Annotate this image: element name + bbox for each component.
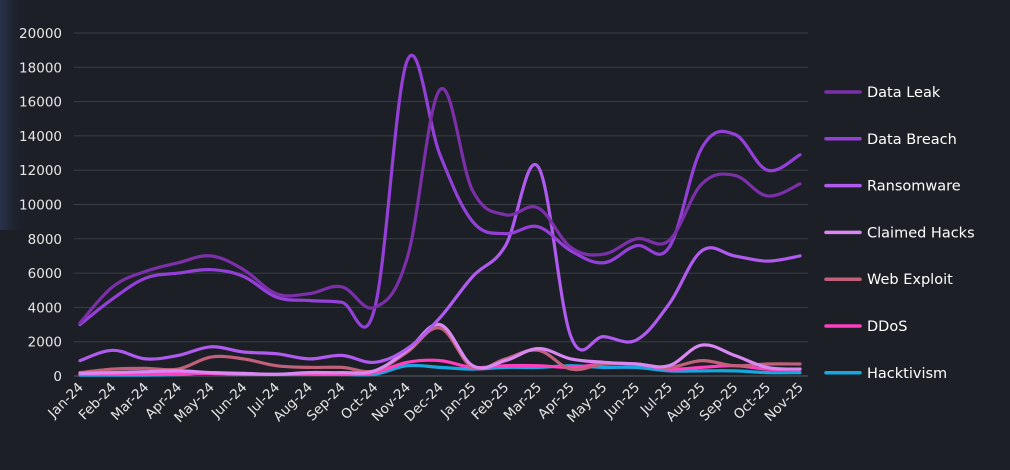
- y-tick-label: 16000: [19, 95, 62, 111]
- legend: Data Leak Data Breach Ransomware Claimed Ha…: [824, 85, 975, 382]
- y-tick-label: 12000: [19, 163, 62, 179]
- legend-label-hacktivism: Hacktivism: [867, 366, 947, 382]
- legend-label-web-exploit: Web Exploit: [867, 272, 953, 288]
- legend-label-ransomware: Ransomware: [867, 179, 961, 195]
- y-tick-label: 10000: [19, 198, 62, 214]
- y-tick-label: 2000: [28, 335, 62, 351]
- y-tick-label: 0: [53, 369, 62, 385]
- y-tick-label: 8000: [28, 232, 62, 248]
- legend-label-claimed-hacks: Claimed Hacks: [867, 225, 975, 241]
- legend-label-data-leak: Data Leak: [867, 85, 941, 101]
- series-lines: [78, 53, 802, 377]
- y-tick-label: 4000: [28, 300, 62, 316]
- legend-label-ddos: DDoS: [867, 319, 907, 335]
- series-line-claimed-hacks: [78, 322, 802, 376]
- y-tick-label: 6000: [28, 266, 62, 282]
- edge-shade: [0, 0, 28, 230]
- series-line-ransomware: [78, 162, 802, 364]
- y-tick-label: 14000: [19, 129, 62, 145]
- y-axis-ticks: 0 2000 4000 6000 8000 10000 12000 14000 16000 180…: [19, 26, 62, 385]
- y-tick-label: 18000: [19, 60, 62, 76]
- series-line-web-exploit: [78, 326, 802, 375]
- series-line-data-leak: [78, 87, 802, 325]
- legend-label-data-breach: Data Breach: [867, 132, 957, 148]
- y-tick-label: 20000: [19, 26, 62, 42]
